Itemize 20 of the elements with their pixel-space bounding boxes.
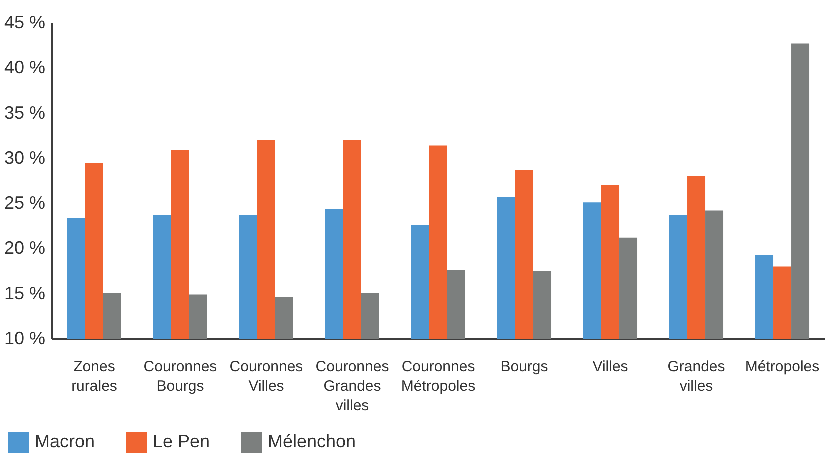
x-tick-label: Bourgs — [500, 358, 548, 376]
legend-label: Mélenchon — [268, 432, 356, 452]
legend-label: Le Pen — [153, 432, 210, 452]
x-tick-label: Couronnes Bourgs — [144, 358, 218, 395]
x-tick-label: Villes — [592, 358, 628, 376]
x-tick-label: Grandes villes — [668, 358, 726, 395]
y-tick-label: 45 % — [4, 12, 46, 32]
y-tick-label: 10 % — [4, 328, 46, 348]
y-tick-label: 35 % — [4, 102, 46, 123]
x-tick-label: Couronnes Grandes villes — [316, 358, 390, 414]
y-tick-label: 20 % — [4, 238, 46, 258]
x-tick-label: Métropoles — [745, 358, 820, 376]
x-tick-label: Couronnes Villes — [230, 358, 304, 395]
y-tick-label: 40 % — [4, 58, 46, 78]
y-tick-label: 30 % — [4, 148, 46, 168]
x-tick-label: Zones rurales — [72, 358, 118, 395]
legend-label: Macron — [35, 432, 96, 452]
y-tick-label: 15 % — [4, 283, 46, 304]
y-tick-label: 25 % — [4, 193, 46, 214]
x-tick-label: Couronnes Métropoles — [401, 358, 476, 395]
